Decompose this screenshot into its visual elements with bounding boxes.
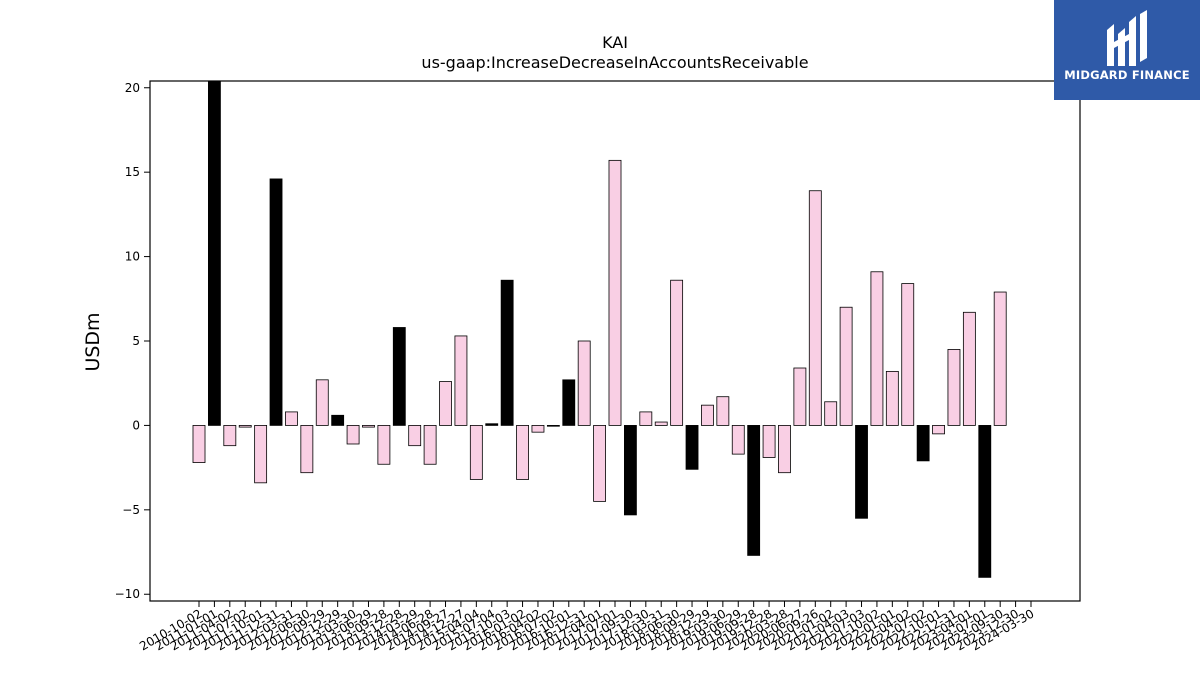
bar-2019-06-29 (731, 425, 745, 455)
bar-2011-04-02 (223, 425, 237, 447)
bar-2020-06-27 (793, 367, 807, 426)
bar-2013-09-28 (377, 425, 391, 465)
bar-2014-06-28 (423, 425, 437, 465)
bar-2019-09-28 (747, 425, 761, 556)
logo-text: MIDGARD FINANCE (1064, 68, 1190, 82)
bar-2022-12-31 (947, 349, 961, 426)
bar-2017-09-30 (624, 425, 637, 516)
bar-2012-12-29 (331, 414, 345, 426)
bar-2020-03-28 (778, 425, 791, 474)
bar-2016-01-02 (516, 425, 529, 480)
bar-2010-10-02 (192, 425, 206, 463)
bar-2012-03-31 (285, 411, 298, 426)
bar-2017-07-01 (608, 159, 622, 426)
y-axis: −10 −5 0 5 10 15 20 (115, 81, 150, 601)
y-tick-label: 20 (125, 81, 140, 95)
plot-frame (149, 80, 1081, 602)
y-tick-label: 0 (132, 418, 140, 432)
bar-2023-09-30 (993, 291, 1007, 426)
bar-2022-10-01 (932, 425, 945, 435)
bar-2022-07-02 (916, 425, 930, 462)
bar-2016-10-01 (562, 379, 576, 426)
bar-2018-09-29 (685, 425, 699, 470)
bar-2018-06-30 (670, 279, 684, 426)
chart-title: KAI (602, 33, 628, 52)
bar-2016-12-31 (577, 340, 591, 426)
bar-2015-07-04 (485, 423, 499, 426)
chart-subtitle: us-gaap:IncreaseDecreaseInAccountsReceiv… (421, 53, 808, 72)
bar-2013-12-28 (392, 327, 406, 426)
bar-2016-04-02 (531, 425, 545, 433)
bar-2021-04-03 (839, 306, 853, 426)
bar-2012-06-30 (300, 425, 314, 474)
bar-2014-09-27 (439, 381, 452, 426)
bar-2020-09-26 (808, 190, 822, 426)
bars-group (192, 80, 1007, 578)
midgard-logo-icon (1107, 10, 1147, 66)
bar-2015-10-03 (500, 279, 514, 426)
bar-2021-07-03 (855, 425, 868, 519)
x-axis: 2010-10-022011-01-012011-04-022011-07-02… (137, 601, 1037, 653)
bar-2011-07-02 (238, 425, 252, 428)
bar-2018-12-29 (701, 404, 714, 426)
y-tick-label: 15 (125, 165, 140, 179)
bar-2012-09-29 (315, 379, 329, 426)
y-tick-label: 5 (132, 334, 140, 348)
bar-2021-10-02 (870, 271, 884, 426)
bar-2014-03-29 (408, 425, 422, 447)
bar-2023-04-01 (962, 311, 976, 426)
y-tick-label: −10 (115, 587, 140, 601)
y-tick-label: 10 (125, 250, 140, 264)
bar-2013-06-29 (362, 425, 375, 428)
bar-2014-12-27 (454, 335, 468, 426)
bar-2023-07-01 (978, 425, 992, 578)
bar-2016-07-02 (546, 425, 560, 427)
y-tick-label: −5 (122, 503, 140, 517)
bar-2022-04-02 (901, 283, 915, 426)
bar-2019-12-28 (762, 425, 776, 458)
brand-logo: MIDGARD FINANCE (1054, 0, 1200, 100)
bar-2011-01-01 (207, 80, 221, 426)
bar-2017-04-01 (593, 425, 607, 502)
bar-2022-01-01 (885, 370, 899, 426)
y-axis-label: USDm (82, 312, 104, 371)
bar-2013-03-30 (346, 425, 360, 445)
bar-2019-03-30 (716, 396, 730, 426)
bar-2015-04-04 (469, 425, 483, 480)
bar-2018-03-31 (654, 421, 668, 426)
bar-2011-12-31 (269, 178, 283, 426)
bar-2017-12-30 (639, 411, 653, 426)
bar-2021-01-02 (824, 401, 838, 426)
bar-2011-10-01 (254, 425, 268, 484)
